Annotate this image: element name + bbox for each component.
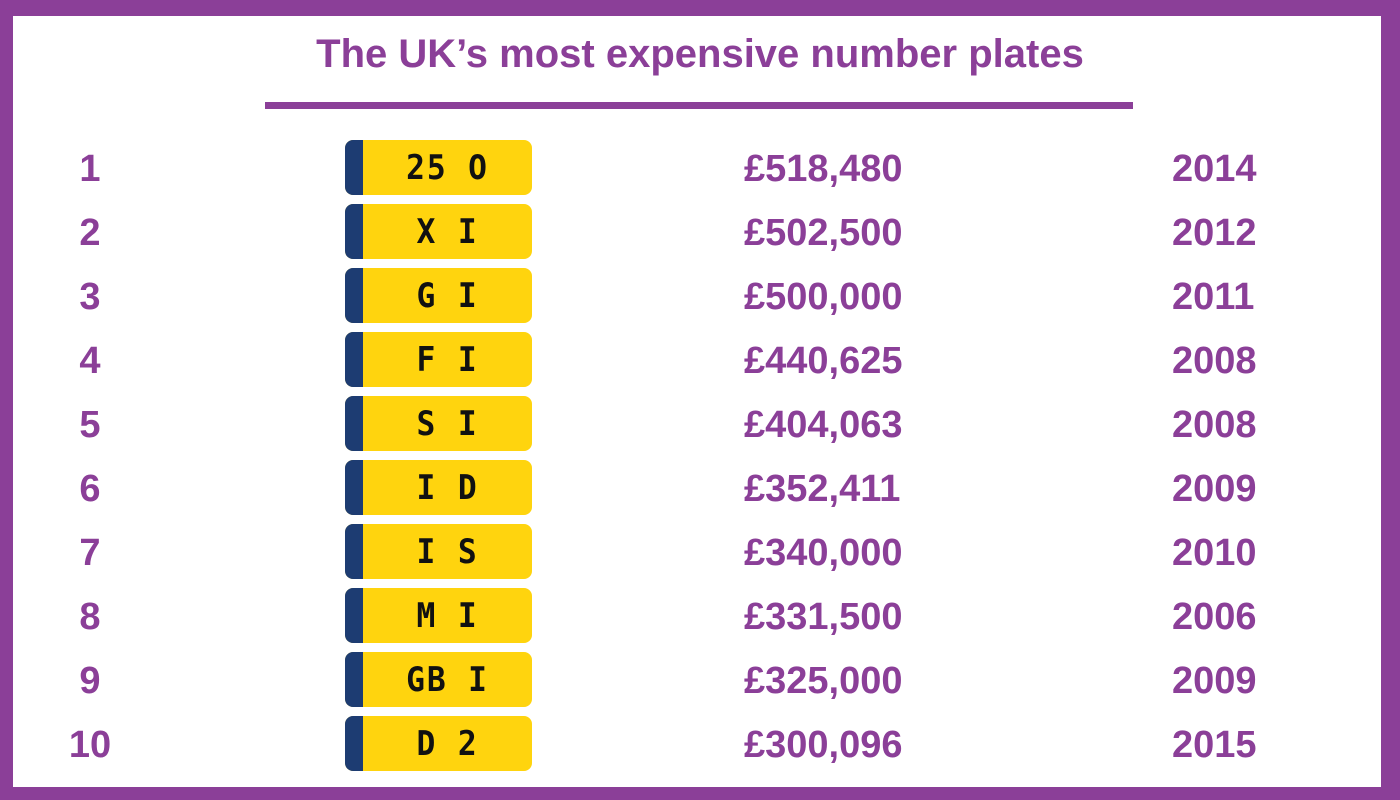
number-plate: D 2	[345, 716, 532, 771]
price: £404,063	[744, 404, 903, 446]
plate-registration: F I	[416, 340, 479, 380]
table-row: 9 GB I £325,000 2009	[0, 652, 1400, 708]
table-row: 5 S I £404,063 2008	[0, 396, 1400, 452]
rank: 10	[68, 724, 112, 766]
page-title: The UK’s most expensive number plates	[316, 32, 1084, 76]
title-underline	[265, 102, 1133, 109]
content-panel	[13, 16, 1381, 787]
number-plate: S I	[345, 396, 532, 451]
plate-band	[345, 268, 363, 323]
plate-registration: 25 O	[406, 148, 489, 188]
plate-band	[345, 332, 363, 387]
year: 2015	[1172, 724, 1257, 766]
table-row: 7 I S £340,000 2010	[0, 524, 1400, 580]
year: 2011	[1172, 276, 1255, 318]
year: 2009	[1172, 468, 1257, 510]
plate-registration: I S	[416, 532, 479, 572]
price: £518,480	[744, 148, 903, 190]
year: 2006	[1172, 596, 1257, 638]
rank: 1	[79, 148, 101, 190]
rank: 9	[79, 660, 101, 702]
number-plate: GB I	[345, 652, 532, 707]
price: £325,000	[744, 660, 903, 702]
number-plate: F I	[345, 332, 532, 387]
plate-registration: S I	[416, 404, 479, 444]
plate-band	[345, 460, 363, 515]
rank: 6	[79, 468, 101, 510]
year: 2012	[1172, 212, 1257, 254]
plate-registration: X I	[416, 212, 479, 252]
plate-band	[345, 204, 363, 259]
table-row: 8 M I £331,500 2006	[0, 588, 1400, 644]
year: 2014	[1172, 148, 1257, 190]
plate-band	[345, 140, 363, 195]
table-row: 6 I D £352,411 2009	[0, 460, 1400, 516]
plate-band	[345, 524, 363, 579]
plate-registration: M I	[416, 596, 479, 636]
plate-band	[345, 716, 363, 771]
price: £340,000	[744, 532, 903, 574]
year: 2008	[1172, 340, 1257, 382]
price: £331,500	[744, 596, 903, 638]
year: 2008	[1172, 404, 1257, 446]
plate-registration: I D	[416, 468, 479, 508]
number-plate: X I	[345, 204, 532, 259]
table-row: 2 X I £502,500 2012	[0, 204, 1400, 260]
table-row: 3 G I £500,000 2011	[0, 268, 1400, 324]
rank: 8	[79, 596, 101, 638]
plate-band	[345, 652, 363, 707]
table-row: 10 D 2 £300,096 2015	[0, 716, 1400, 772]
rank: 2	[79, 212, 101, 254]
price: £352,411	[744, 468, 901, 510]
rank: 5	[79, 404, 101, 446]
rank: 4	[79, 340, 101, 382]
year: 2010	[1172, 532, 1257, 574]
number-plate: 25 O	[345, 140, 532, 195]
number-plate: I S	[345, 524, 532, 579]
price: £440,625	[744, 340, 903, 382]
price: £502,500	[744, 212, 903, 254]
plate-registration: D 2	[416, 724, 479, 764]
plate-band	[345, 396, 363, 451]
number-plate: G I	[345, 268, 532, 323]
number-plate: I D	[345, 460, 532, 515]
plate-registration: G I	[416, 276, 479, 316]
price: £300,096	[744, 724, 903, 766]
price: £500,000	[744, 276, 903, 318]
number-plate: M I	[345, 588, 532, 643]
rank: 7	[79, 532, 101, 574]
year: 2009	[1172, 660, 1257, 702]
table-row: 1 25 O £518,480 2014	[0, 140, 1400, 196]
plate-registration: GB I	[406, 660, 489, 700]
table-row: 4 F I £440,625 2008	[0, 332, 1400, 388]
rank: 3	[79, 276, 101, 318]
plate-band	[345, 588, 363, 643]
